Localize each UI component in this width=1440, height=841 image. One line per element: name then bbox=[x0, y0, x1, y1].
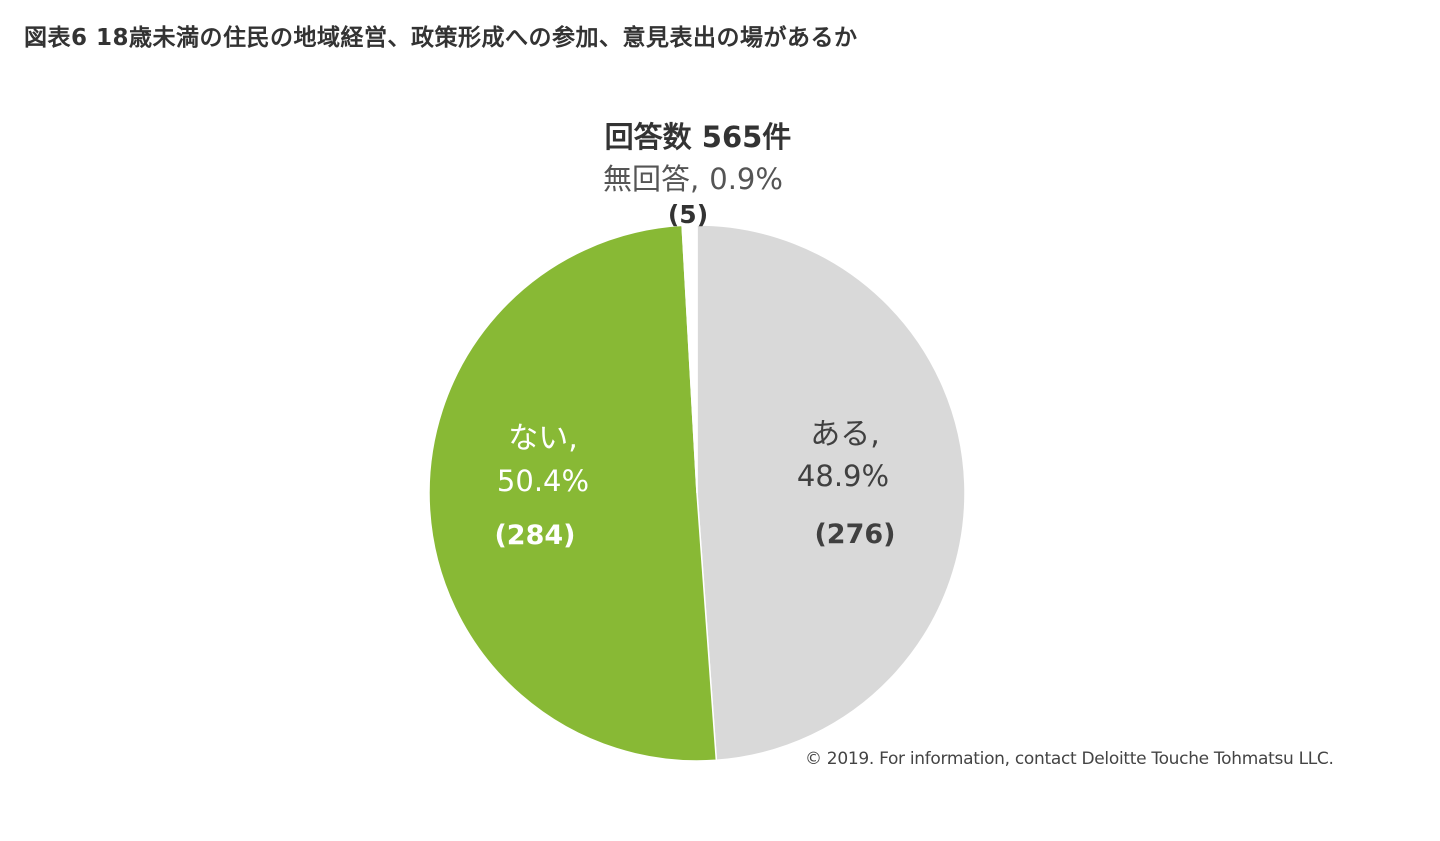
slice-percent-mukaitou: 0.9% bbox=[709, 162, 783, 196]
slice-percent-aru: 48.9% bbox=[797, 459, 889, 493]
slice-count-aru: (276) bbox=[814, 519, 895, 550]
slice-label-mukaitou-name: 無回答, bbox=[603, 162, 699, 196]
slice-label-aru: ある, bbox=[810, 417, 880, 452]
pie-slice-aru bbox=[696, 224, 966, 762]
chart-title: 回答数 565件 bbox=[605, 120, 792, 154]
pie-slices bbox=[428, 224, 966, 762]
slice-count-nai: (284) bbox=[494, 520, 575, 551]
slice-percent-nai: 50.4% bbox=[497, 464, 589, 498]
slice-label-nai: ない, bbox=[508, 421, 578, 456]
pie-slice-mukaitou bbox=[681, 224, 698, 494]
slice-count-mukaitou: (5) bbox=[668, 200, 708, 229]
copyright-notice: © 2019. For information, contact Deloitt… bbox=[805, 749, 1334, 769]
page-title: 図表6 18歳未満の住民の地域経営、政策形成への参加、意見表出の場があるか bbox=[24, 25, 858, 51]
pie-slice-nai bbox=[428, 224, 718, 762]
slice-label-mukaitou: 無回答, 0.9% bbox=[603, 162, 783, 196]
